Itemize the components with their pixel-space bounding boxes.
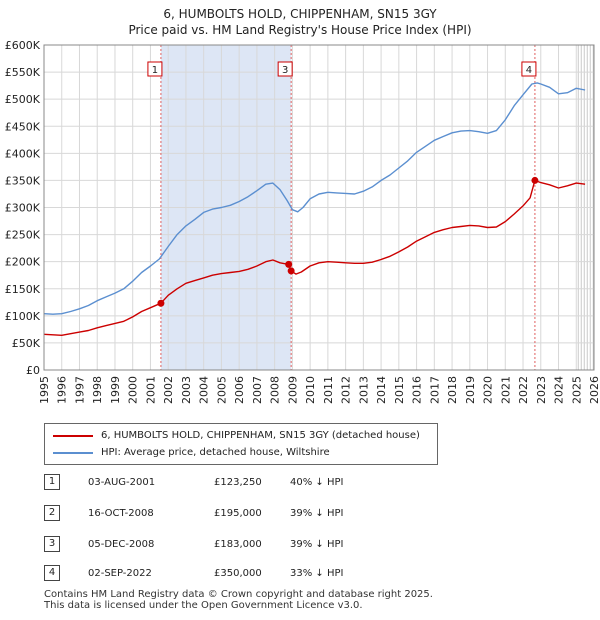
y-tick-label: £150K xyxy=(5,283,41,296)
x-tick-label: 2017 xyxy=(428,376,441,404)
plot-border xyxy=(43,44,595,371)
transaction-marker-box xyxy=(277,61,293,77)
y-tick-label: £600K xyxy=(5,39,41,52)
chart-title-line1: 6, HUMBOLTS HOLD, CHIPPENHAM, SN15 3GY xyxy=(163,7,437,21)
x-tick-label: 2003 xyxy=(180,376,193,404)
x-tick-label: 2006 xyxy=(233,376,246,404)
transaction-price: £123,250 xyxy=(214,477,262,488)
y-tick-label: £200K xyxy=(5,256,41,269)
x-tick-label: 2015 xyxy=(393,376,406,404)
transaction-marker-label: 4 xyxy=(526,65,532,76)
x-tick-label: 1999 xyxy=(109,376,122,404)
x-tick-label: 2004 xyxy=(198,376,211,404)
transaction-date: 05-DEC-2008 xyxy=(88,539,155,550)
x-tick-label: 2026 xyxy=(588,376,600,404)
transaction-date: 02-SEP-2022 xyxy=(88,568,152,579)
y-tick-label: £300K xyxy=(5,202,41,215)
x-tick-label: 2025 xyxy=(570,376,583,404)
legend-swatch-property xyxy=(53,435,93,437)
x-tick-label: 2016 xyxy=(411,376,424,404)
y-tick-label: £550K xyxy=(5,66,41,79)
chart-legend: 6, HUMBOLTS HOLD, CHIPPENHAM, SN15 3GY (… xyxy=(44,423,438,465)
x-tick-label: 2008 xyxy=(269,376,282,404)
x-tick-label: 2007 xyxy=(251,376,264,404)
x-tick-label: 2020 xyxy=(482,376,495,404)
y-tick-label: £350K xyxy=(5,174,41,187)
footer-line1: Contains HM Land Registry data © Crown c… xyxy=(44,589,433,600)
legend-swatch-hpi xyxy=(53,452,93,454)
transaction-dot xyxy=(531,176,539,184)
transaction-price: £350,000 xyxy=(214,568,262,579)
x-tick-label: 2012 xyxy=(340,376,353,404)
transaction-number: 3 xyxy=(44,536,60,552)
y-tick-label: £100K xyxy=(5,310,41,323)
transaction-hpi-diff: 40% ↓ HPI xyxy=(290,477,344,488)
transaction-dot xyxy=(287,267,295,275)
x-tick-label: 1996 xyxy=(56,376,69,404)
transaction-dot xyxy=(157,299,165,307)
y-tick-label: £0 xyxy=(26,364,40,377)
chart-title: 6, HUMBOLTS HOLD, CHIPPENHAM, SN15 3GY P… xyxy=(0,6,600,38)
property-price-line xyxy=(43,179,586,336)
footer-line2: This data is licensed under the Open Gov… xyxy=(44,600,363,611)
transaction-marker-label: 1 xyxy=(152,65,158,76)
transaction-number: 1 xyxy=(44,474,60,490)
chart-title-line2: Price paid vs. HM Land Registry's House … xyxy=(128,23,472,37)
transaction-marker-box xyxy=(147,61,163,77)
transaction-number: 2 xyxy=(44,505,60,521)
transaction-date: 03-AUG-2001 xyxy=(88,477,156,488)
y-tick-label: £500K xyxy=(5,93,41,106)
legend-label-hpi: HPI: Average price, detached house, Wilt… xyxy=(101,447,330,458)
x-tick-label: 2014 xyxy=(375,376,388,404)
x-tick-label: 2001 xyxy=(144,376,157,404)
transaction-hpi-diff: 39% ↓ HPI xyxy=(290,508,344,519)
transaction-price: £183,000 xyxy=(214,539,262,550)
legend-label-property: 6, HUMBOLTS HOLD, CHIPPENHAM, SN15 3GY (… xyxy=(101,430,420,441)
y-tick-label: £250K xyxy=(5,229,41,242)
transaction-date: 16-OCT-2008 xyxy=(88,508,154,519)
hpi-line xyxy=(43,82,586,315)
x-tick-label: 2000 xyxy=(127,376,140,404)
x-tick-label: 1997 xyxy=(73,376,86,404)
x-tick-label: 2010 xyxy=(304,376,317,404)
x-tick-label: 1998 xyxy=(91,376,104,404)
x-tick-label: 2019 xyxy=(464,376,477,404)
x-tick-label: 2011 xyxy=(322,376,335,404)
transaction-hpi-diff: 33% ↓ HPI xyxy=(290,568,344,579)
x-tick-label: 2023 xyxy=(535,376,548,404)
x-tick-label: 2005 xyxy=(215,376,228,404)
transaction-hpi-diff: 39% ↓ HPI xyxy=(290,539,344,550)
x-tick-label: 2013 xyxy=(357,376,370,404)
x-tick-label: 2018 xyxy=(446,376,459,404)
transaction-number: 4 xyxy=(44,565,60,581)
y-tick-label: £50K xyxy=(12,337,41,350)
x-tick-label: 2009 xyxy=(286,376,299,404)
price-chart: £0 £50K £100K £150K £200K £250K £300K £350K £400… xyxy=(5,39,600,404)
x-tick-label: 2002 xyxy=(162,376,175,404)
transaction-marker-box xyxy=(521,61,537,77)
x-tick-label: 1995 xyxy=(38,376,51,404)
transaction-price: £195,000 xyxy=(214,508,262,519)
y-tick-label: £450K xyxy=(5,120,41,133)
transaction-marker-label: 3 xyxy=(282,65,288,76)
footer-credits: Contains HM Land Registry data © Crown c… xyxy=(44,589,433,611)
x-tick-label: 2021 xyxy=(499,376,512,404)
x-tick-label: 2024 xyxy=(553,376,566,404)
x-tick-label: 2022 xyxy=(517,376,530,404)
transaction-dot xyxy=(285,260,293,268)
y-tick-label: £400K xyxy=(5,147,41,160)
